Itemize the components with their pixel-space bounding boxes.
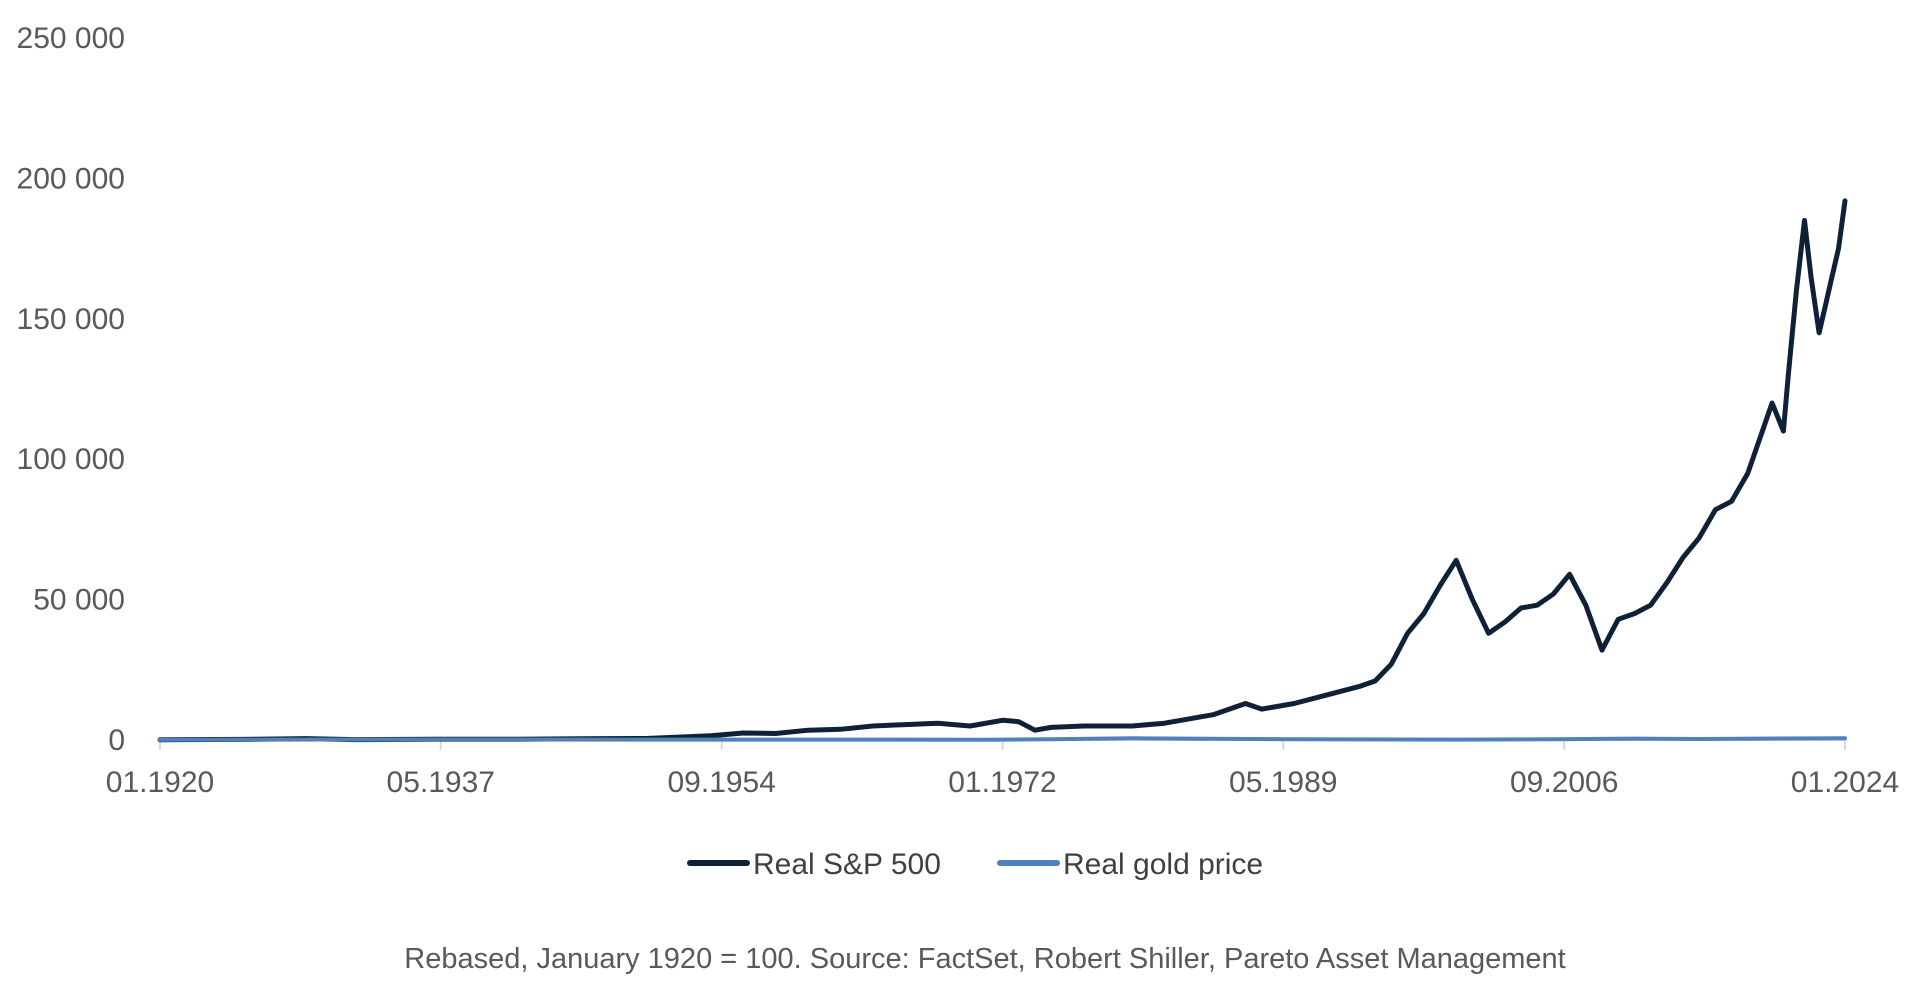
x-tick-label: 01.1920 — [106, 766, 214, 799]
chart-caption: Rebased, January 1920 = 100. Source: Fac… — [404, 943, 1566, 975]
x-tick-label: 09.2006 — [1510, 766, 1618, 799]
y-tick-label: 200 000 — [17, 162, 125, 195]
series-line-real-s-p-500 — [157, 198, 1848, 743]
legend-label: Real gold price — [1063, 848, 1263, 881]
legend-label: Real S&P 500 — [753, 848, 941, 881]
x-tick-label: 01.2024 — [1791, 766, 1899, 799]
y-axis-ticks: 0 50 000 100 000 150 000 200 000 250 000 — [17, 22, 125, 757]
x-tick-label: 05.1989 — [1229, 766, 1337, 799]
legend: Real S&P 500 Real gold price — [687, 848, 1263, 881]
x-tick-label: 01.1972 — [948, 766, 1056, 799]
y-tick-label: 250 000 — [17, 22, 125, 55]
y-tick-label: 0 — [108, 724, 125, 757]
y-tick-label: 50 000 — [33, 584, 125, 617]
x-axis-ticks: 01.1920 05.1937 09.1954 01.1972 05.1989 09.20… — [106, 740, 1899, 799]
plot-area — [157, 198, 1848, 743]
series-line-real-gold-price — [158, 736, 1847, 742]
y-tick-label: 150 000 — [17, 303, 125, 336]
x-tick-label: 09.1954 — [667, 766, 775, 799]
y-tick-label: 100 000 — [17, 443, 125, 476]
x-tick-label: 05.1937 — [387, 766, 495, 799]
